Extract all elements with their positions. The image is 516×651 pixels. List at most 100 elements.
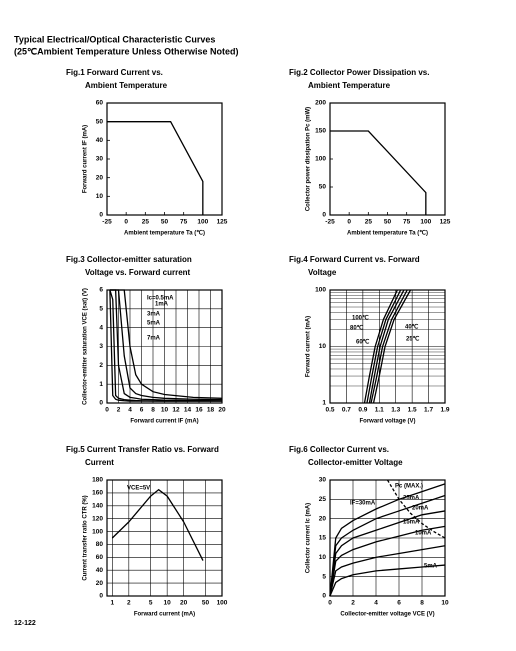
y-tick-label: 5 xyxy=(99,306,103,313)
y-axis-label: Collector power dissipation Pc (mW) xyxy=(306,107,312,211)
y-tick-label: 30 xyxy=(96,156,104,163)
chart-title: Fig.2 Collector Power Dissipation vs. xyxy=(289,68,429,77)
x-tick-label: 20 xyxy=(180,600,188,607)
x-tick-label: 0.7 xyxy=(342,407,351,414)
x-tick-label: 12 xyxy=(172,407,180,414)
series-line xyxy=(329,483,446,597)
x-tick-label: 0 xyxy=(124,219,128,226)
series-line xyxy=(111,488,204,561)
x-tick-label: 1 xyxy=(111,600,115,607)
y-tick-label: 6 xyxy=(99,287,103,294)
y-tick-label: 0 xyxy=(322,212,326,219)
chart-title: Current xyxy=(85,458,114,467)
y-tick-label: 0 xyxy=(99,593,103,600)
x-tick-label: 0.9 xyxy=(358,407,367,414)
y-tick-label: 180 xyxy=(92,477,103,484)
y-tick-label: 60 xyxy=(96,100,104,107)
series-line xyxy=(109,289,222,402)
y-tick-label: 10 xyxy=(96,193,104,200)
x-tick-label: 0 xyxy=(328,600,332,607)
x-tick-label: 2 xyxy=(117,407,121,414)
page-number: 12-122 xyxy=(14,620,36,627)
series-line xyxy=(330,130,427,215)
series-label: 15mA xyxy=(403,520,420,526)
x-tick-label: -25 xyxy=(325,219,335,226)
header-subtitle: (25℃Ambient Temperature Unless Otherwise… xyxy=(14,46,239,56)
series-line xyxy=(363,289,398,404)
series-label: Ic=0.5mA xyxy=(147,296,174,302)
x-axis-label: Forward current (mA) xyxy=(134,612,195,618)
series-label: 80℃ xyxy=(350,325,364,332)
plot-frame xyxy=(106,289,223,404)
x-tick-label: 125 xyxy=(440,219,451,226)
y-tick-label: 60 xyxy=(96,554,104,561)
y-tick-label: 100 xyxy=(315,156,326,163)
chart-title: Ambient Temperature xyxy=(85,81,168,90)
series-line xyxy=(107,121,204,215)
series-label: 10mA xyxy=(415,531,432,537)
y-tick-label: 150 xyxy=(315,128,326,135)
x-tick-label: 1.1 xyxy=(375,407,384,414)
y-axis-label: Collector current Ic (mA) xyxy=(306,503,312,573)
x-tick-label: 16 xyxy=(195,407,203,414)
chart-title: Ambient Temperature xyxy=(308,81,391,90)
x-tick-label: 100 xyxy=(217,600,228,607)
series-label: IF=30mA xyxy=(350,501,376,507)
plot-frame xyxy=(106,479,223,597)
y-tick-label: 20 xyxy=(96,174,104,181)
series-label: 25mA xyxy=(403,496,420,502)
x-tick-label: 100 xyxy=(420,219,431,226)
series-line xyxy=(329,545,446,597)
chart-title: Collector-emitter Voltage xyxy=(308,458,403,467)
y-tick-label: 40 xyxy=(96,137,104,144)
y-tick-label: 1 xyxy=(322,400,326,407)
y-tick-label: 20 xyxy=(96,580,104,587)
y-axis-label: Current transfer ratio CTR (%) xyxy=(83,495,89,580)
y-tick-label: 5 xyxy=(322,573,326,580)
series-label: 25℃ xyxy=(406,336,420,343)
x-tick-label: 1.7 xyxy=(424,407,433,414)
y-tick-label: 10 xyxy=(319,554,327,561)
x-tick-label: 75 xyxy=(180,219,188,226)
x-tick-label: 0.5 xyxy=(325,407,334,414)
series-line xyxy=(370,289,408,404)
plot-frame xyxy=(106,102,223,216)
series-label: 40℃ xyxy=(405,324,419,331)
x-tick-label: 6 xyxy=(140,407,144,414)
chart-title: Fig.3 Collector-emitter saturation xyxy=(66,255,192,264)
x-axis-label: Forward current IF (mA) xyxy=(130,419,198,425)
x-tick-label: 20 xyxy=(218,407,226,414)
y-tick-label: 140 xyxy=(92,502,103,509)
series-line xyxy=(366,289,402,404)
x-tick-label: 10 xyxy=(164,600,172,607)
x-axis-label: Ambient temperature Ta (℃) xyxy=(124,230,205,237)
x-tick-label: 50 xyxy=(202,600,210,607)
y-tick-label: 1 xyxy=(99,381,103,388)
x-tick-label: 0 xyxy=(347,219,351,226)
y-tick-label: 200 xyxy=(315,100,326,107)
y-tick-label: 100 xyxy=(315,287,326,294)
y-axis-label: Forward current IF (mA) xyxy=(83,125,89,193)
chart-title: Voltage vs. Forward current xyxy=(85,268,191,277)
series-label: Pc (MAX.) xyxy=(395,484,423,490)
x-tick-label: 8 xyxy=(151,407,155,414)
series-line xyxy=(386,479,446,539)
y-tick-label: 40 xyxy=(96,567,104,574)
y-tick-label: 25 xyxy=(319,496,327,503)
x-axis-label: Ambient temperature Ta (℃) xyxy=(347,230,428,237)
plot-frame xyxy=(329,289,446,404)
series-line xyxy=(329,494,446,597)
x-tick-label: 25 xyxy=(142,219,150,226)
x-tick-label: 1.9 xyxy=(440,407,449,414)
y-tick-label: 0 xyxy=(322,593,326,600)
x-axis-label: Collector-emitter voltage VCE (V) xyxy=(340,612,434,618)
y-tick-label: 80 xyxy=(96,541,104,548)
series-label: 7mA xyxy=(147,336,161,342)
chart-title: Fig.6 Collector Current vs. xyxy=(289,445,389,454)
x-tick-label: 125 xyxy=(217,219,228,226)
y-tick-label: 2 xyxy=(99,362,103,369)
series-line xyxy=(372,289,412,404)
plot-frame xyxy=(329,102,446,216)
series-label: 5mA xyxy=(147,321,161,327)
